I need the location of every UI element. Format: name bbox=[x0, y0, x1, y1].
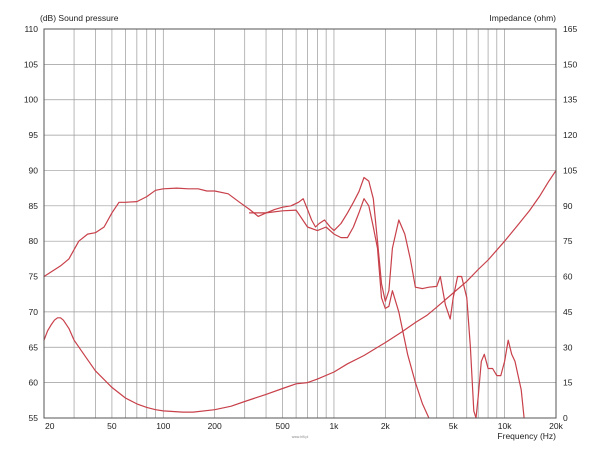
right-y-tick-label: 165 bbox=[563, 24, 577, 34]
sound-pressure-curve-2 bbox=[248, 198, 430, 419]
right-y-tick-label: 45 bbox=[563, 307, 573, 317]
series-layer bbox=[43, 169, 557, 419]
right-y-tick-label: 0 bbox=[563, 413, 568, 423]
credit-text: www.hifi.pl bbox=[292, 435, 309, 439]
left-y-tick-label: 90 bbox=[29, 165, 39, 175]
right-y-tick-label: 15 bbox=[563, 378, 573, 388]
right-y-tick-label: 150 bbox=[563, 59, 577, 69]
right-y-tick-label: 105 bbox=[563, 165, 577, 175]
left-y-tick-label: 60 bbox=[29, 378, 39, 388]
left-y-tick-label: 100 bbox=[24, 95, 38, 105]
x-tick-label: 100 bbox=[156, 421, 170, 431]
plot-frame bbox=[43, 28, 557, 419]
right-axis-title: Impedance (ohm) bbox=[489, 13, 556, 23]
sound-pressure-curve-1 bbox=[43, 176, 525, 419]
left-y-tick-label: 95 bbox=[29, 130, 39, 140]
x-tick-label: 20k bbox=[549, 421, 563, 431]
left-y-tick-label: 85 bbox=[29, 201, 39, 211]
grid bbox=[44, 29, 556, 418]
right-y-tick-label: 120 bbox=[563, 130, 577, 140]
left-y-tick-label: 70 bbox=[29, 307, 39, 317]
x-tick-label: 2k bbox=[381, 421, 391, 431]
x-tick-label: 1k bbox=[329, 421, 339, 431]
right-y-tick-label: 90 bbox=[563, 201, 573, 211]
x-tick-label: 50 bbox=[107, 421, 117, 431]
x-axis-title: Frequency (Hz) bbox=[497, 431, 556, 441]
left-y-tick-label: 55 bbox=[29, 413, 39, 423]
x-tick-label: 500 bbox=[275, 421, 289, 431]
right-y-tick-label: 30 bbox=[563, 342, 573, 352]
impedance-curve bbox=[43, 169, 557, 413]
left-y-tick-label: 110 bbox=[24, 24, 38, 34]
x-tick-label: 20 bbox=[45, 421, 55, 431]
right-y-tick-label: 75 bbox=[563, 236, 573, 246]
left-y-tick-label: 65 bbox=[29, 342, 39, 352]
right-y-tick-label: 60 bbox=[563, 272, 573, 282]
left-y-tick-label: 105 bbox=[24, 59, 38, 69]
left-y-tick-label: 80 bbox=[29, 236, 39, 246]
left-axis-title: (dB) Sound pressure bbox=[40, 13, 119, 23]
right-y-tick-label: 135 bbox=[563, 95, 577, 105]
left-y-tick-label: 75 bbox=[29, 272, 39, 282]
x-tick-label: 5k bbox=[449, 421, 459, 431]
x-tick-label: 10k bbox=[498, 421, 512, 431]
x-tick-label: 200 bbox=[208, 421, 222, 431]
tick-labels: 20 50 100 200 500 1k 2k 5k 10k 20k 110 105 100 95 90 85… bbox=[24, 24, 578, 431]
